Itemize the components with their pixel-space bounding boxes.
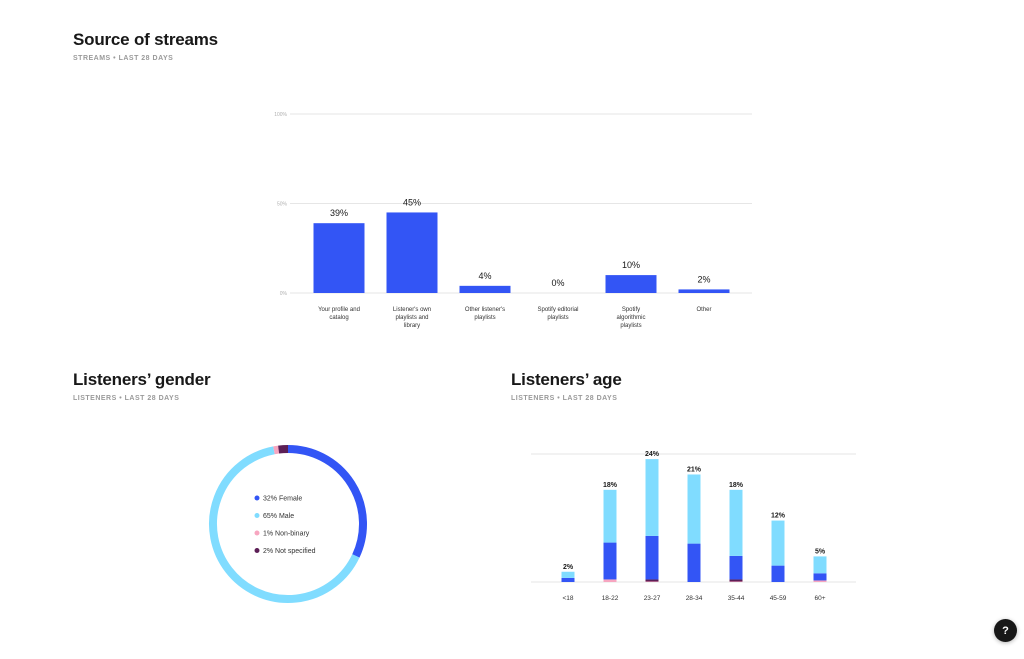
x-category-label: playlists bbox=[620, 323, 641, 329]
x-category-label: Other listener's bbox=[465, 307, 505, 313]
age-subtitle: LISTENERS • LAST 28 DAYS bbox=[511, 395, 618, 402]
x-category-label: 35-44 bbox=[728, 595, 745, 602]
gender-subtitle: LISTENERS • LAST 28 DAYS bbox=[73, 395, 180, 402]
source-title: Source of streams bbox=[73, 30, 218, 49]
bar-total-label: 5% bbox=[815, 548, 826, 555]
legend-dot-icon bbox=[254, 530, 260, 536]
x-category-label: 18-22 bbox=[602, 595, 619, 602]
x-category-label: Your profile and bbox=[318, 307, 360, 313]
legend-dot-icon bbox=[254, 548, 260, 553]
x-category-label: 60+ bbox=[814, 595, 825, 602]
bar-value-label: 2% bbox=[697, 274, 710, 284]
x-category-label: library bbox=[404, 323, 420, 329]
x-category-label: playlists bbox=[547, 315, 568, 321]
bar bbox=[386, 212, 438, 293]
bar-segment bbox=[645, 581, 659, 582]
bar-segment bbox=[813, 580, 827, 582]
bar-segment bbox=[771, 520, 785, 566]
y-tick-label: 0% bbox=[280, 291, 288, 297]
legend-dot-icon bbox=[254, 495, 260, 501]
y-tick-label: 50% bbox=[277, 202, 288, 208]
y-tick-label: 100% bbox=[274, 112, 287, 118]
x-category-label: Listener's own bbox=[393, 307, 431, 313]
age-title: Listeners’ age bbox=[511, 370, 622, 389]
legend-label: 32% Female bbox=[263, 496, 302, 503]
x-category-label: Spotify bbox=[622, 307, 640, 313]
bar-segment bbox=[813, 573, 827, 581]
bar-segment bbox=[687, 474, 701, 544]
donut-segment bbox=[273, 445, 280, 455]
bar-segment bbox=[603, 579, 617, 582]
bar-total-label: 18% bbox=[729, 482, 744, 489]
bar-segment bbox=[687, 543, 701, 582]
x-category-label: Spotify editorial bbox=[537, 307, 578, 313]
bar-total-label: 2% bbox=[563, 564, 574, 571]
bar-segment bbox=[729, 579, 743, 582]
bar-segment bbox=[561, 577, 575, 582]
bar-segment bbox=[729, 555, 743, 580]
bar-total-label: 21% bbox=[687, 466, 702, 473]
donut-segment bbox=[278, 445, 289, 454]
bar-value-label: 10% bbox=[622, 260, 640, 270]
x-category-label: catalog bbox=[329, 315, 348, 321]
bar-total-label: 24% bbox=[645, 451, 660, 458]
bar-total-label: 12% bbox=[771, 513, 786, 520]
bar-segment bbox=[561, 571, 575, 578]
legend-label: 2% Not specified bbox=[263, 548, 316, 555]
bar-segment bbox=[645, 459, 659, 536]
x-category-label: 23-27 bbox=[644, 595, 661, 602]
bar bbox=[678, 289, 730, 293]
x-category-label: 28-34 bbox=[686, 595, 703, 602]
x-category-label: playlists bbox=[474, 315, 495, 321]
x-category-label: playlists and bbox=[395, 315, 428, 321]
bar-value-label: 4% bbox=[478, 271, 491, 281]
source-subtitle: STREAMS • LAST 28 DAYS bbox=[73, 55, 174, 62]
help-button[interactable]: ? bbox=[994, 619, 1017, 642]
x-category-label: 45-59 bbox=[770, 595, 787, 602]
bar-value-label: 0% bbox=[551, 278, 564, 288]
bar-segment bbox=[813, 556, 827, 574]
bar-segment bbox=[771, 565, 785, 582]
legend-dot-icon bbox=[254, 513, 260, 518]
donut-segment bbox=[209, 446, 360, 603]
gender-title: Listeners’ gender bbox=[73, 370, 211, 389]
legend-label: 1% Non-binary bbox=[263, 531, 310, 538]
x-category-label: <18 bbox=[562, 595, 573, 602]
bar-segment bbox=[729, 489, 743, 556]
bar bbox=[313, 223, 365, 293]
bar-segment bbox=[603, 542, 617, 580]
bar bbox=[605, 275, 657, 293]
x-category-label: Other bbox=[696, 307, 711, 313]
bar-value-label: 45% bbox=[403, 197, 421, 207]
legend-label: 65% Male bbox=[263, 513, 294, 520]
bar-segment bbox=[603, 489, 617, 543]
donut-segment bbox=[287, 445, 367, 558]
bar-segment bbox=[729, 581, 743, 582]
x-category-label: algorithmic bbox=[616, 315, 645, 321]
bar-segment bbox=[645, 579, 659, 582]
bar bbox=[459, 285, 511, 293]
bar-segment bbox=[645, 535, 659, 580]
bar-value-label: 39% bbox=[330, 208, 348, 218]
bar-total-label: 18% bbox=[603, 482, 618, 489]
